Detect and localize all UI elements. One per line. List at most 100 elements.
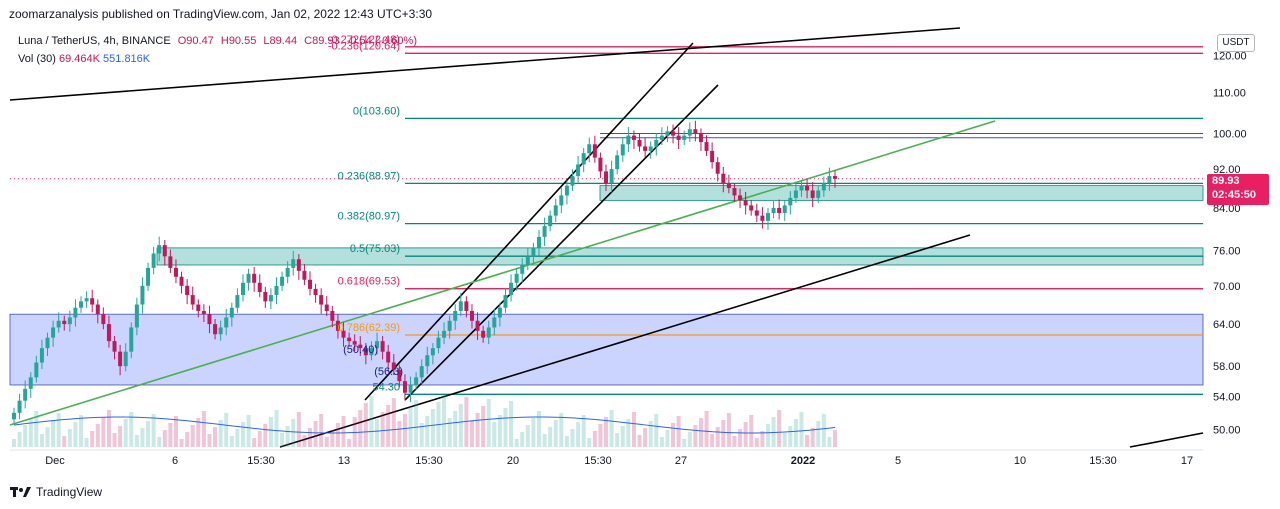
volume-bar <box>698 418 703 447</box>
candle-body <box>425 355 430 367</box>
volume-bar <box>157 437 162 447</box>
volume-bar <box>738 429 743 447</box>
candle-body <box>570 176 575 186</box>
volume-bar <box>520 432 525 447</box>
candle-body <box>190 295 195 305</box>
volume-bar <box>324 437 329 447</box>
volume-bar <box>564 436 569 447</box>
y-tick-label: 100.00 <box>1213 128 1247 140</box>
candle-body <box>536 236 541 248</box>
candle-body <box>665 131 670 136</box>
candle-body <box>564 185 569 196</box>
y-tick-label: 120.00 <box>1213 51 1247 63</box>
candle-body <box>129 327 134 352</box>
symbol-legend: Luna / TetherUS, 4h, BINANCE O90.47 H90.… <box>18 35 421 47</box>
fib-label-6: 0.786(62.39) <box>338 322 400 334</box>
volume-bar <box>296 412 301 447</box>
candle-body <box>671 131 676 136</box>
volume-bar <box>682 439 687 447</box>
candle-body <box>743 200 748 206</box>
candle-body <box>816 190 821 198</box>
volume-bar <box>615 433 620 447</box>
candle-body <box>134 304 139 328</box>
volume-bar <box>609 410 614 447</box>
candle-body <box>268 295 273 302</box>
volume-bar <box>643 428 648 447</box>
volume-bar <box>285 426 290 447</box>
volume-bar <box>229 436 234 447</box>
candle-body <box>196 304 201 311</box>
candle-body <box>56 320 61 328</box>
volume-bar <box>531 418 536 447</box>
current-price-value: 89.93 <box>1212 175 1240 187</box>
candle-body <box>631 135 636 140</box>
candle-body <box>45 337 50 349</box>
currency-button[interactable]: USDT <box>1217 34 1255 52</box>
volume-bar <box>777 410 782 447</box>
volume-bar <box>252 438 257 447</box>
volume-bar <box>257 431 262 447</box>
candle-body <box>95 304 100 315</box>
volume-bar <box>268 417 273 447</box>
volume-bar <box>151 414 156 447</box>
candle-body <box>805 185 810 191</box>
volume-bar <box>196 418 201 447</box>
x-tick-label: 20 <box>507 455 519 467</box>
y-tick-label: 70.00 <box>1213 281 1241 293</box>
candle-body <box>162 245 167 257</box>
candle-body <box>581 153 586 165</box>
candle-body <box>726 183 731 189</box>
candle-body <box>123 351 128 367</box>
close-value: C89.93 <box>304 35 340 47</box>
volume-bar <box>134 435 139 447</box>
candle-body <box>676 135 681 140</box>
volume-bar <box>12 439 16 447</box>
fib-partial-label-1: (50.40) <box>343 344 378 356</box>
volume-bar <box>375 419 380 447</box>
footer-brand[interactable]: TradingView <box>10 485 102 499</box>
y-tick-label: 50.00 <box>1213 425 1241 437</box>
volume-bar <box>604 417 609 447</box>
volume-bar <box>291 419 296 447</box>
volume-bar <box>90 431 95 447</box>
volume-bar <box>447 418 452 447</box>
x-tick-label: 17 <box>1181 455 1193 467</box>
y-tick-label: 54.00 <box>1213 392 1241 404</box>
volume-bar <box>721 420 726 447</box>
volume-bar <box>581 415 586 447</box>
volume-bar <box>263 424 268 447</box>
x-tick-label: 5 <box>895 455 901 467</box>
candle-body <box>598 157 603 172</box>
volume-bar <box>693 425 698 447</box>
candle-body <box>375 341 380 349</box>
candle-body <box>760 215 765 221</box>
candle-body <box>39 348 44 363</box>
volume-bar <box>95 424 100 447</box>
volume-bar <box>475 413 480 447</box>
candle-body <box>213 324 218 335</box>
volume-bar <box>129 412 134 447</box>
candle-body <box>620 144 625 156</box>
candle-body <box>291 259 296 268</box>
volume-bar <box>536 411 541 447</box>
candle-body <box>626 135 631 145</box>
low-value: L89.44 <box>263 35 298 47</box>
volume-bar <box>73 422 78 447</box>
candle-body <box>252 273 257 283</box>
volume-bar <box>782 433 787 447</box>
volume-bar <box>525 425 530 447</box>
volume-bar <box>810 428 815 447</box>
demand-zone-blue <box>9 313 1204 386</box>
volume-bar <box>486 399 491 447</box>
volume-bar <box>101 417 106 447</box>
candle-body <box>235 295 240 308</box>
candle-body <box>224 317 229 328</box>
volume-bar <box>576 422 581 447</box>
candle-body <box>173 267 178 277</box>
fib-label-3: 0.382(80.97) <box>338 211 400 223</box>
candle-body <box>827 176 832 184</box>
candle-body <box>274 285 279 296</box>
volume-bar <box>369 396 374 447</box>
volume-bar <box>548 427 553 447</box>
